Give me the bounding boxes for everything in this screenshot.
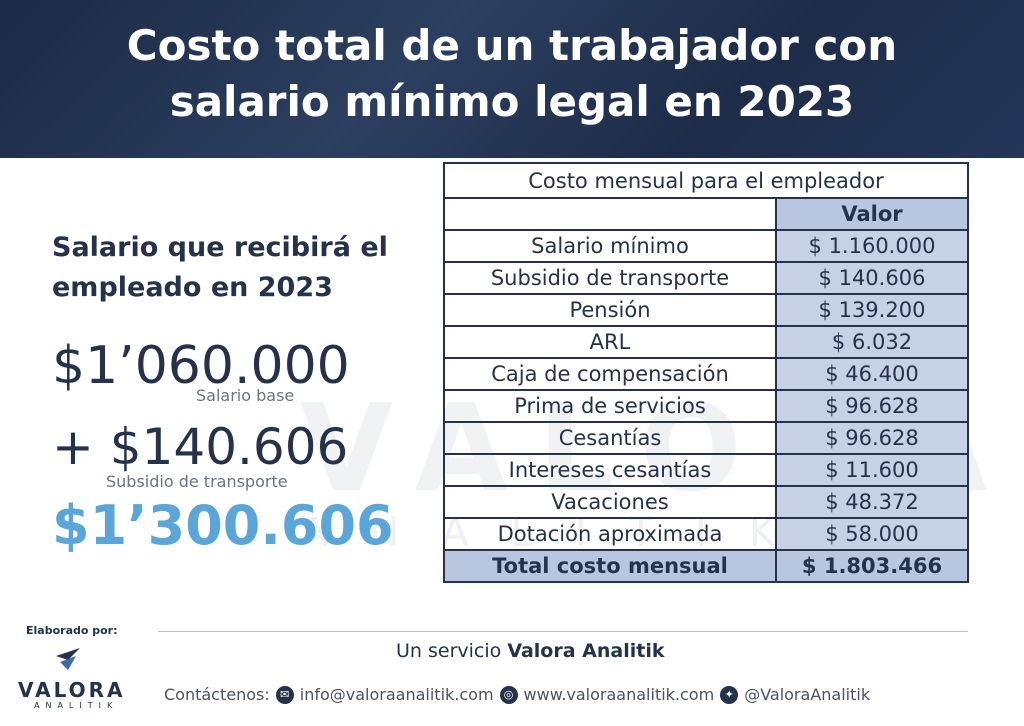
logo-subtext: ANALITIK (34, 701, 119, 710)
row-value: $ 48.372 (775, 485, 969, 519)
row-concept: Pensión (443, 293, 777, 327)
row-concept: Prima de servicios (443, 389, 777, 423)
table-title: Costo mensual para el empleador (443, 162, 969, 199)
table-total-row: Total costo mensual $ 1.803.466 (443, 549, 969, 583)
row-concept: Intereses cesantías (443, 453, 777, 487)
table-row: Cesantías $ 96.628 (443, 421, 969, 455)
total-salary-amount: $1’300.606 (52, 494, 394, 557)
row-value: $ 96.628 (775, 421, 969, 455)
twitter-link[interactable]: @ValoraAnalitik (744, 685, 871, 704)
row-value: $ 96.628 (775, 389, 969, 423)
total-label: Total costo mensual (443, 549, 777, 583)
table-row: Intereses cesantías $ 11.600 (443, 453, 969, 487)
mail-icon: ✉ (275, 685, 294, 704)
row-value: $ 46.400 (775, 357, 969, 391)
row-value: $ 1.160.000 (775, 229, 969, 263)
row-concept: Cesantías (443, 421, 777, 455)
transport-label: Subsidio de transporte (106, 472, 288, 491)
table-row: Salario mínimo $ 1.160.000 (443, 229, 969, 263)
row-concept: Subsidio de transporte (443, 261, 777, 295)
service-line: Un servicio Valora Analitik (396, 640, 664, 662)
transport-amount: + $140.606 (52, 418, 349, 476)
page-title: Costo total de un trabajador con salario… (0, 18, 1024, 130)
row-concept: Dotación aproximada (443, 517, 777, 551)
table-row: Vacaciones $ 48.372 (443, 485, 969, 519)
contact-line: Contáctenos: ✉ info@valoraanalitik.com ◎… (164, 685, 870, 704)
title-line-2: salario mínimo legal en 2023 (169, 77, 855, 126)
valora-logo-icon (56, 648, 80, 670)
logo-text: VALORA (18, 678, 126, 702)
row-value: $ 58.000 (775, 517, 969, 551)
table-row: Pensión $ 139.200 (443, 293, 969, 327)
table-row: ARL $ 6.032 (443, 325, 969, 359)
salary-subtitle: Salario que recibirá el empleado en 2023 (52, 232, 388, 303)
globe-icon: ◎ (499, 685, 518, 704)
row-concept: Salario mínimo (443, 229, 777, 263)
twitter-icon: ✦ (720, 685, 739, 704)
row-concept: Caja de compensación (443, 357, 777, 391)
elaborado-label: Elaborado por: (26, 624, 118, 637)
website-link[interactable]: www.valoraanalitik.com (523, 685, 715, 704)
cost-table: Costo mensual para el empleador Valor Sa… (443, 162, 969, 583)
service-prefix: Un servicio (396, 640, 502, 662)
header-banner: Costo total de un trabajador con salario… (0, 0, 1024, 158)
service-brand: Valora Analitik (507, 640, 665, 662)
row-concept: Vacaciones (443, 485, 777, 519)
base-salary-amount: $1’060.000 (52, 336, 350, 396)
table-row: Prima de servicios $ 96.628 (443, 389, 969, 423)
footer-divider (158, 631, 968, 632)
table-value-header: Valor (775, 197, 969, 231)
total-value: $ 1.803.466 (775, 549, 969, 583)
title-line-1: Costo total de un trabajador con (126, 21, 898, 70)
base-salary-label: Salario base (196, 386, 295, 405)
contact-label: Contáctenos: (164, 685, 270, 704)
table-header-empty (443, 197, 777, 231)
table-row: Caja de compensación $ 46.400 (443, 357, 969, 391)
row-concept: ARL (443, 325, 777, 359)
row-value: $ 6.032 (775, 325, 969, 359)
email-link[interactable]: info@valoraanalitik.com (299, 685, 494, 704)
row-value: $ 140.606 (775, 261, 969, 295)
table-row: Subsidio de transporte $ 140.606 (443, 261, 969, 295)
row-value: $ 11.600 (775, 453, 969, 487)
table-row: Dotación aproximada $ 58.000 (443, 517, 969, 551)
row-value: $ 139.200 (775, 293, 969, 327)
